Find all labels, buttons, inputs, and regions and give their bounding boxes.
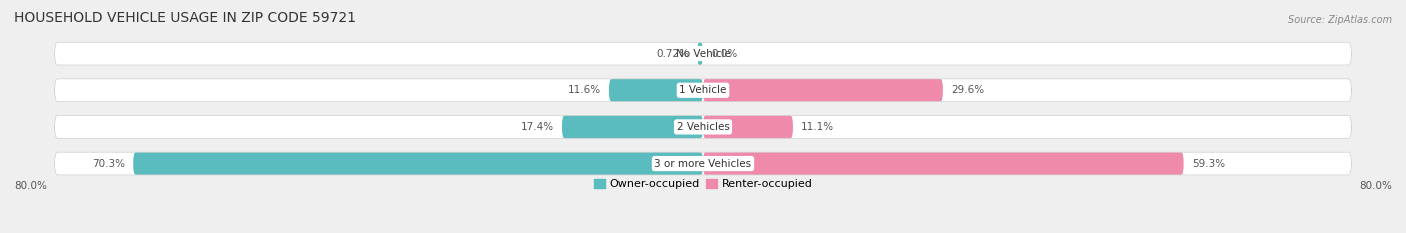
Text: 3 or more Vehicles: 3 or more Vehicles: [654, 159, 752, 168]
FancyBboxPatch shape: [562, 116, 703, 138]
FancyBboxPatch shape: [609, 79, 703, 102]
Text: 0.0%: 0.0%: [711, 49, 737, 59]
FancyBboxPatch shape: [55, 116, 1351, 138]
FancyBboxPatch shape: [55, 79, 1351, 102]
FancyBboxPatch shape: [703, 152, 1184, 175]
Text: 11.1%: 11.1%: [801, 122, 834, 132]
FancyBboxPatch shape: [134, 152, 703, 175]
Text: HOUSEHOLD VEHICLE USAGE IN ZIP CODE 59721: HOUSEHOLD VEHICLE USAGE IN ZIP CODE 5972…: [14, 11, 356, 25]
Text: 70.3%: 70.3%: [93, 159, 125, 168]
Text: 29.6%: 29.6%: [950, 85, 984, 95]
Text: 2 Vehicles: 2 Vehicles: [676, 122, 730, 132]
Text: 80.0%: 80.0%: [1360, 181, 1392, 191]
Text: 59.3%: 59.3%: [1192, 159, 1225, 168]
Legend: Owner-occupied, Renter-occupied: Owner-occupied, Renter-occupied: [589, 175, 817, 194]
FancyBboxPatch shape: [703, 79, 943, 102]
Text: 11.6%: 11.6%: [568, 85, 600, 95]
FancyBboxPatch shape: [55, 42, 1351, 65]
Text: 80.0%: 80.0%: [14, 181, 46, 191]
Text: 17.4%: 17.4%: [520, 122, 554, 132]
Text: 1 Vehicle: 1 Vehicle: [679, 85, 727, 95]
Text: Source: ZipAtlas.com: Source: ZipAtlas.com: [1288, 15, 1392, 25]
FancyBboxPatch shape: [703, 116, 793, 138]
FancyBboxPatch shape: [697, 42, 703, 65]
Text: No Vehicle: No Vehicle: [675, 49, 731, 59]
Text: 0.72%: 0.72%: [657, 49, 689, 59]
FancyBboxPatch shape: [55, 152, 1351, 175]
